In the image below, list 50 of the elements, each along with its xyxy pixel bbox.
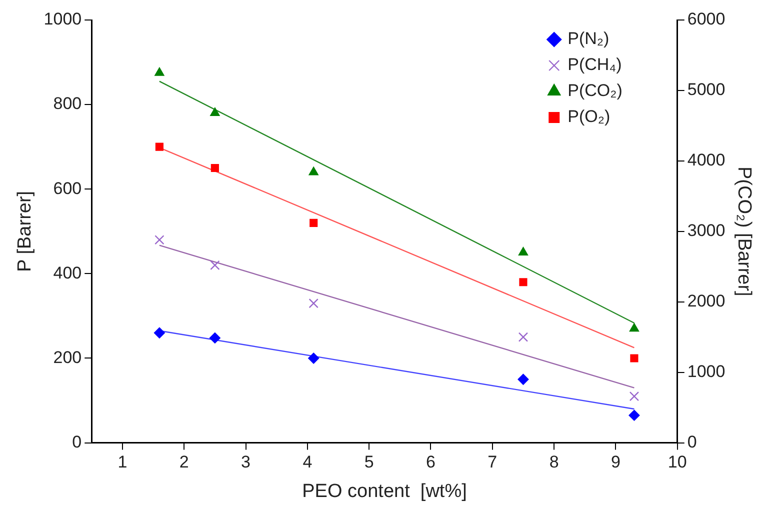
point — [308, 352, 320, 364]
point — [308, 298, 318, 308]
point — [519, 278, 528, 286]
point — [155, 142, 164, 151]
legend-label: P(CH₄) — [568, 55, 622, 74]
y-axis-title: P [Barrer] — [14, 190, 36, 272]
y2-tick-label: 0 — [687, 432, 697, 452]
y-tick-label: 800 — [53, 94, 82, 114]
y-tick-label: 400 — [53, 263, 82, 282]
legend-label: P(O₂) — [568, 107, 610, 126]
point — [154, 67, 164, 76]
x-axis-title: PEO content [wt%] — [302, 480, 467, 502]
y2-tick-label: 6000 — [687, 10, 726, 29]
point — [629, 391, 640, 402]
point — [210, 164, 219, 172]
x-tick-label: 10 — [668, 452, 687, 472]
y2-tick-label: 2000 — [687, 292, 726, 311]
y2-axis-title: P(CO₂) [Barrer] — [733, 166, 754, 296]
y2-tick-label: 1000 — [687, 362, 726, 382]
y-tick-label: 200 — [53, 348, 82, 367]
point — [310, 218, 318, 227]
point — [154, 327, 165, 338]
x-tick-label: 2 — [179, 452, 189, 472]
y2-tick-label: 4000 — [687, 150, 726, 170]
x-tick-label: 8 — [549, 452, 559, 472]
legend-label: P(N₂) — [568, 29, 610, 48]
x-tick-label: 1 — [118, 452, 128, 472]
point — [210, 108, 220, 116]
y2-tick-label: 3000 — [687, 221, 726, 240]
point — [209, 332, 220, 344]
legend-label: P(CO₂) — [568, 81, 622, 100]
point — [154, 235, 164, 245]
x-tick-label: 6 — [426, 452, 436, 472]
y2-tick-label: 5000 — [687, 80, 726, 100]
point — [629, 323, 640, 332]
point — [518, 374, 529, 385]
point — [210, 260, 220, 270]
y-tick-label: 1000 — [44, 10, 82, 29]
y-tick-label: 0 — [72, 432, 82, 452]
x-tick-label: 3 — [241, 452, 250, 472]
point — [628, 410, 640, 421]
point — [518, 332, 528, 342]
x-tick-label: 5 — [364, 452, 374, 472]
x-tick-label: 7 — [488, 452, 498, 472]
point — [308, 166, 318, 176]
x-tick-label: 9 — [610, 452, 620, 472]
y-tick-label: 600 — [53, 178, 82, 198]
x-tick-label: 4 — [302, 452, 312, 472]
point — [630, 354, 638, 362]
point — [518, 247, 528, 256]
